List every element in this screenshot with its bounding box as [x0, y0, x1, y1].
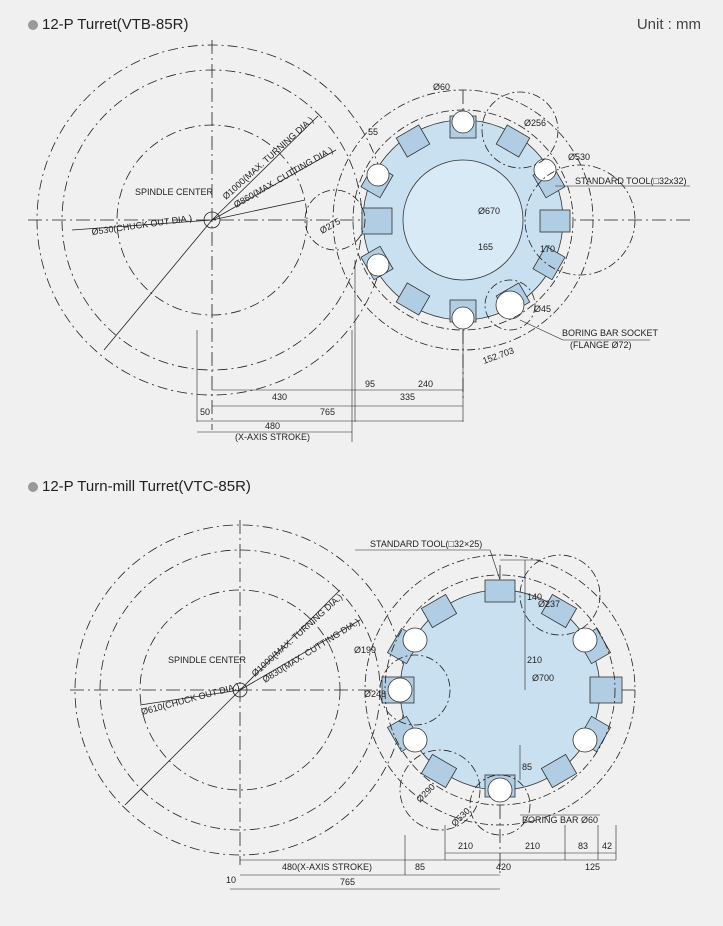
dimension-label: 210	[527, 655, 542, 665]
dimension-label: 152.703	[481, 345, 515, 366]
dimension-label: 85	[415, 862, 425, 872]
dimension-label: 42	[602, 841, 612, 851]
turret-diagram-vtc: STANDARD TOOL(□32×25) SPINDLE CENTER Ø10…	[70, 520, 636, 890]
dimension-label: 83	[578, 841, 588, 851]
dimension-label: Ø45	[534, 304, 551, 314]
dimension-label: 430	[272, 392, 287, 402]
dimension-label: 765	[320, 407, 335, 417]
dimension-label: STANDARD TOOL(□32x32)	[575, 176, 686, 186]
dimension-label: Ø248	[364, 689, 386, 699]
dimension-label: 140	[527, 592, 542, 602]
turret-diagram-vtb: SPINDLE CENTER Ø1000(MAX. TURNING DIA.) …	[28, 40, 690, 442]
section-title-vtb: 12-P Turret(VTB-85R)	[28, 16, 188, 33]
title-text: 12-P Turret(VTB-85R)	[42, 16, 189, 33]
title-text: 12-P Turn-mill Turret(VTC-85R)	[42, 478, 251, 495]
dimension-label: 480	[265, 421, 280, 431]
dimension-label: STANDARD TOOL(□32×25)	[370, 539, 482, 549]
dimension-label: BORING BAR SOCKET	[562, 328, 659, 338]
dimension-label: 95	[365, 379, 375, 389]
dimension-label: 210	[525, 841, 540, 851]
section-title-vtc: 12-P Turn-mill Turret(VTC-85R)	[28, 478, 251, 495]
bullet-icon	[28, 19, 38, 30]
dimension-label: 55	[368, 127, 378, 137]
dimension-label: Ø60	[433, 82, 450, 92]
dimension-label: Ø275	[318, 216, 342, 236]
dimension-label: 480(X-AXIS STROKE)	[282, 862, 372, 872]
dimension-label: 165	[478, 242, 493, 252]
dimension-label: 765	[340, 877, 355, 887]
dimension-label: BORING BAR Ø60	[522, 815, 598, 825]
label-spindle-center: SPINDLE CENTER	[135, 187, 214, 197]
dimension-label: Ø256	[524, 118, 546, 128]
dimension-label: (X-AXIS STROKE)	[235, 432, 310, 442]
dimension-label: 10	[226, 875, 236, 885]
dimension-label: Ø199	[354, 645, 376, 655]
dimension-label: (FLANGE Ø72)	[570, 340, 632, 350]
dimension-label: 240	[418, 379, 433, 389]
turret-body	[381, 579, 623, 798]
dimension-label: Ø237	[538, 599, 560, 609]
dimension-label: 50	[200, 407, 210, 417]
turret-body	[360, 115, 571, 323]
dimension-label: 335	[400, 392, 415, 402]
dimension-label: Ø610(CHUCK OUT DIA.)	[140, 681, 240, 717]
dimension-label: 210	[458, 841, 473, 851]
dimension-label: Ø670	[478, 206, 500, 216]
dimension-label: Ø700	[532, 673, 554, 683]
dimension-label: Ø530	[449, 806, 472, 829]
dimension-label: Ø530	[568, 152, 590, 162]
dimension-label: 125	[585, 862, 600, 872]
dimension-label: 170	[540, 244, 555, 254]
dimension-label: Ø530(CHUCK OUT DIA.)	[91, 213, 193, 237]
dimension-label: Ø290	[414, 782, 437, 805]
dimension-label: SPINDLE CENTER	[168, 655, 247, 665]
unit-label: Unit : mm	[636, 16, 701, 33]
dimension-label: 420	[496, 862, 511, 872]
dimension-label: 85	[522, 762, 532, 772]
bullet-icon	[28, 481, 38, 492]
